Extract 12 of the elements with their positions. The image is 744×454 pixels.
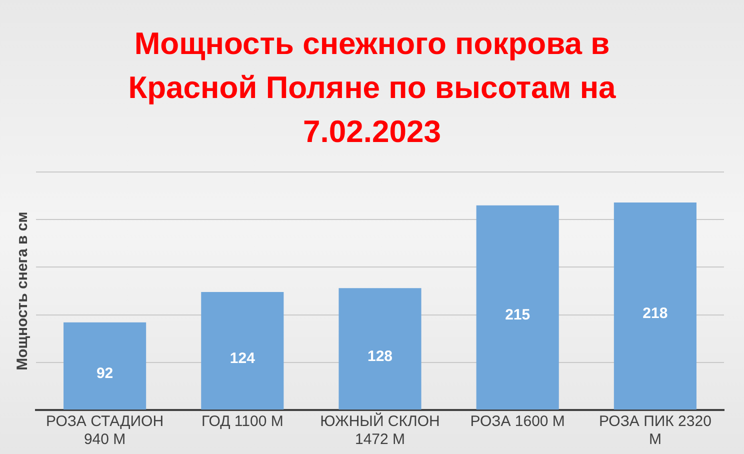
data-label: 124 [230,350,256,367]
chart-title: Мощность снежного покрова в Красной Поляне по высотам на 7.02.2023 [127,25,617,151]
y-axis-title: Мощность снега в см [14,212,32,370]
x-tick-label: РОЗА СТАДИОН 940 М [46,413,164,448]
data-label: 92 [96,365,114,382]
data-label: 218 [642,305,668,322]
data-label: 215 [505,306,530,324]
x-tick-label: РОЗА ПИК 2320 М [598,413,712,448]
x-tick-label: ЮЖНЫЙ СКЛОН 1472 М [320,412,440,448]
x-tick-label: ГОД 1100 М [201,413,284,430]
x-tick-label: РОЗА 1600 М [470,413,565,430]
data-label: 128 [367,348,393,365]
